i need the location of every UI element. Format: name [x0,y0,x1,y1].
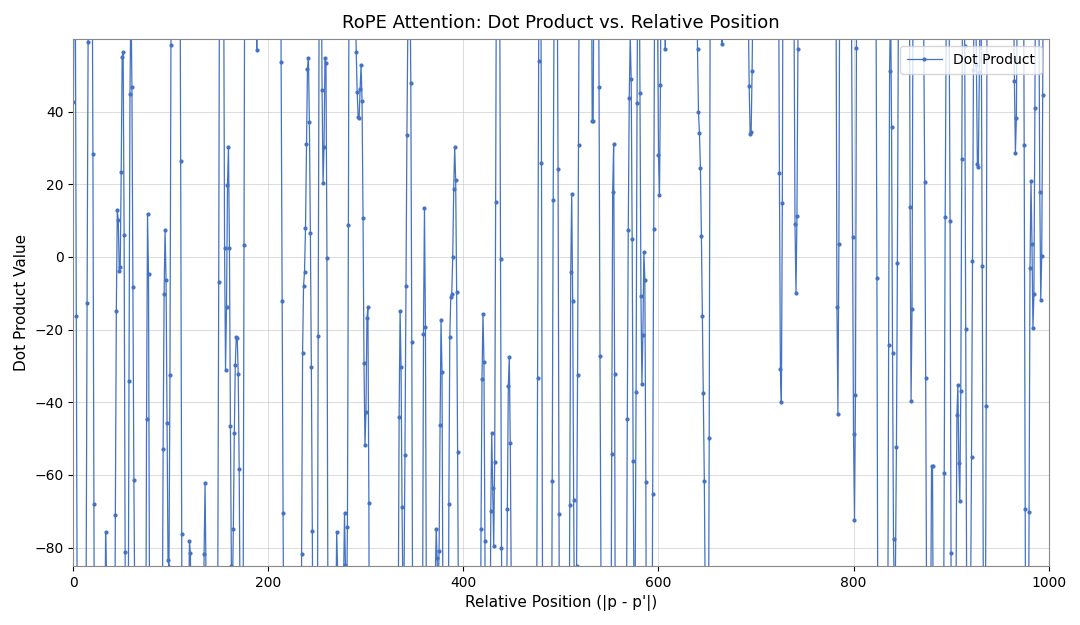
Title: RoPE Attention: Dot Product vs. Relative Position: RoPE Attention: Dot Product vs. Relative… [342,14,780,32]
Y-axis label: Dot Product Value: Dot Product Value [14,234,29,371]
Legend: Dot Product: Dot Product [900,46,1041,74]
Dot Product [846,233,859,241]
Line: Dot Product: Dot Product [72,0,1049,625]
X-axis label: Relative Position (|p - p'|): Relative Position (|p - p'|) [464,595,657,611]
Dot Product [67,99,80,106]
